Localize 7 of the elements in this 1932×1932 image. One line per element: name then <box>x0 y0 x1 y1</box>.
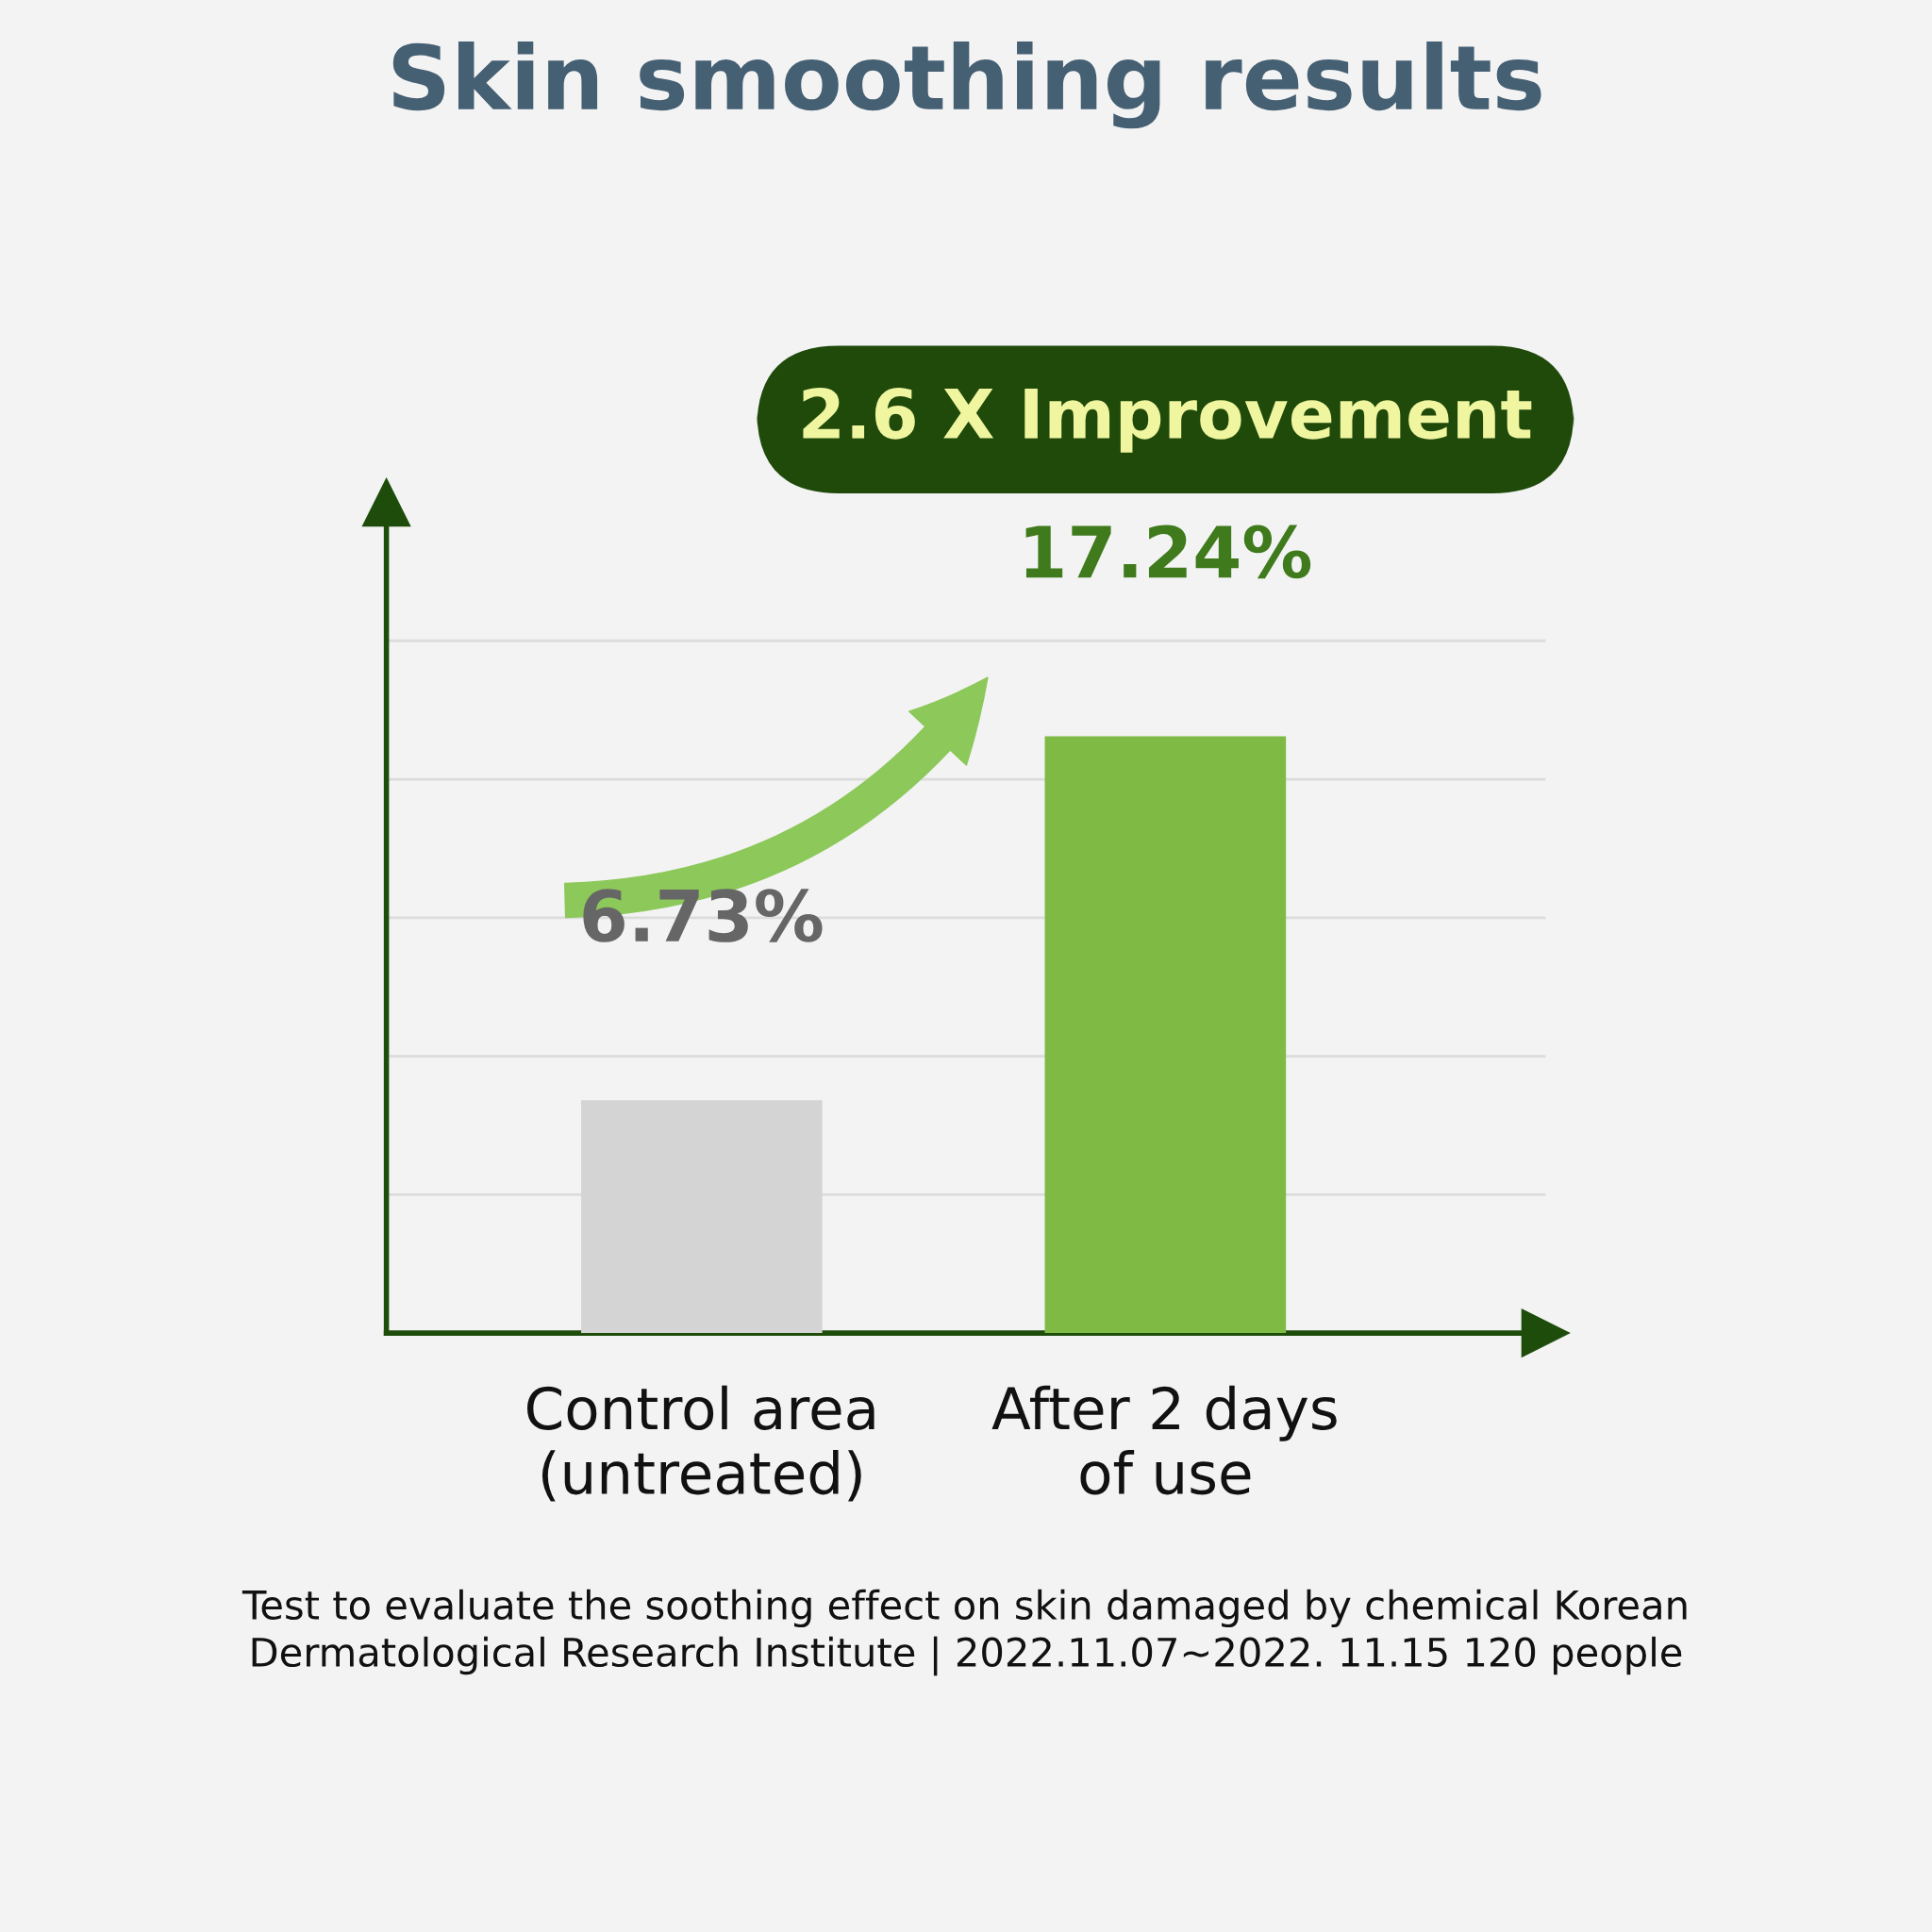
x-tick-label: After 2 days of use <box>991 1385 1337 1495</box>
data-label: 17.24% <box>1025 525 1311 579</box>
text: Test to evaluate the soothing effect on skin damaged by chemical Korean Dermatological Research Institute | 2022.11.07~2022. 11.15 120 people <box>242 1589 1687 1676</box>
data-label: 6.73% <box>583 889 823 942</box>
chart-title: Skin smoothing results <box>392 42 1541 129</box>
text: 2.6 X Improvement <box>803 388 1532 453</box>
x-tick-label: Control area (untreated) <box>526 1385 874 1502</box>
